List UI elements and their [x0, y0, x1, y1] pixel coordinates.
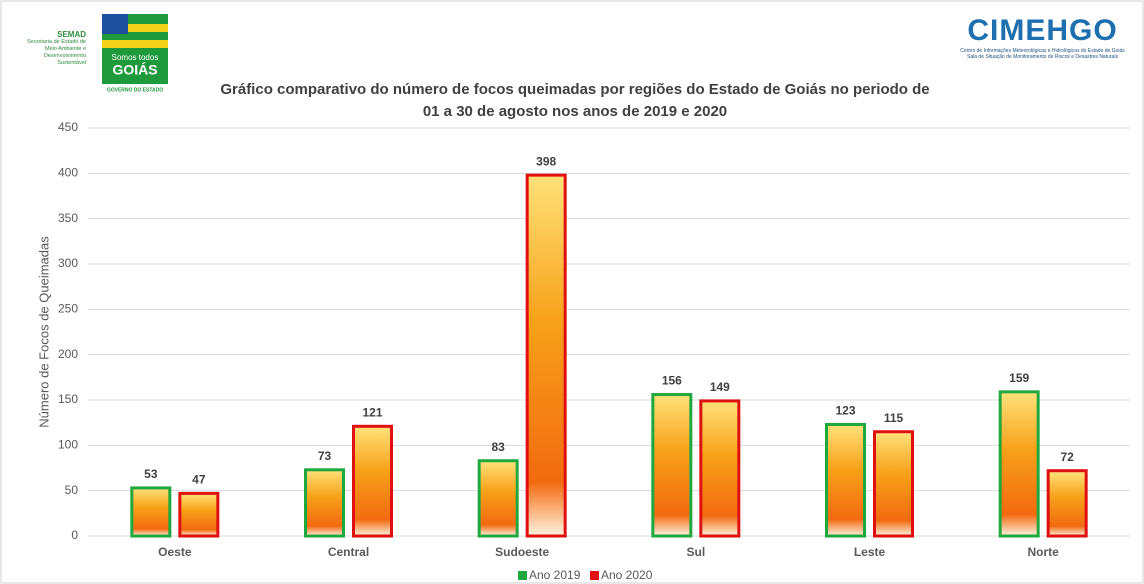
value-label: 115	[884, 411, 904, 425]
value-label: 398	[536, 154, 556, 168]
bar	[352, 424, 393, 538]
bar	[1046, 469, 1088, 538]
y-tick-label: 350	[58, 211, 78, 225]
bar	[304, 468, 345, 538]
goias-logo: Somos todos GOIÁS GOVERNO DO ESTADO	[100, 14, 170, 94]
x-tick-label: Leste	[854, 545, 886, 559]
governo-text: GOVERNO DO ESTADO	[107, 87, 163, 93]
chart-title: Gráfico comparativo do número de focos q…	[220, 81, 930, 120]
value-label: 83	[491, 440, 505, 454]
x-tick-label: Sul	[686, 545, 705, 559]
legend-label: Ano 2020	[601, 568, 653, 582]
y-tick-label: 250	[58, 302, 78, 316]
y-tick-label: 0	[71, 528, 78, 542]
x-tick-label: Norte	[1027, 545, 1059, 559]
y-tick-label: 450	[58, 120, 78, 134]
legend-swatch	[518, 571, 527, 580]
bar	[477, 459, 519, 538]
value-label: 149	[710, 380, 730, 394]
cimehgo-logo: CIMEHGO Centro de Informações Meteorológ…	[945, 14, 1140, 60]
value-label: 73	[318, 449, 332, 463]
value-label: 123	[835, 404, 855, 418]
bar	[525, 173, 567, 538]
bar	[998, 390, 1040, 538]
bar	[651, 393, 693, 538]
legend-label: Ano 2019	[529, 568, 581, 582]
value-label: 47	[192, 473, 206, 487]
cimehgo-subtitle: Sala de Situação de Monitoramento de Ris…	[967, 54, 1118, 60]
goias-flag: Somos todos GOIÁS GOVERNO DO ESTADO	[102, 14, 168, 93]
bar	[130, 486, 172, 538]
goias-text: GOIÁS	[112, 62, 157, 78]
somos-text: Somos todos	[112, 53, 159, 62]
cimehgo-subtitle: Centro de Informações Meteorológicas e H…	[960, 48, 1125, 54]
value-label: 121	[362, 405, 382, 419]
x-tick-label: Oeste	[158, 545, 192, 559]
y-tick-label: 200	[58, 347, 78, 361]
cimehgo-name: CIMEHGO	[967, 14, 1118, 47]
y-tick-label: 150	[58, 392, 78, 406]
bar	[699, 399, 741, 538]
semad-name: SEMAD	[57, 30, 86, 39]
y-tick-label: 100	[58, 438, 78, 452]
value-label: 159	[1009, 371, 1029, 385]
semad-logo: SEMAD Secretaria de Estado de Meio Ambie…	[18, 30, 86, 67]
x-tick-label: Central	[328, 545, 369, 559]
y-tick-label: 300	[58, 256, 78, 270]
semad-subtitle: Secretaria de Estado de Meio Ambiente e …	[26, 39, 86, 66]
x-tick-label: Sudoeste	[495, 545, 549, 559]
value-label: 72	[1060, 450, 1074, 464]
y-axis-label: Número de Focos de Queimadas	[36, 236, 51, 428]
value-label: 156	[662, 374, 682, 388]
legend-swatch	[590, 571, 599, 580]
value-label: 53	[144, 467, 158, 481]
bar	[178, 491, 220, 538]
bar	[873, 430, 914, 538]
y-tick-label: 400	[58, 166, 78, 180]
y-tick-label: 50	[65, 483, 79, 497]
bar	[825, 422, 866, 538]
